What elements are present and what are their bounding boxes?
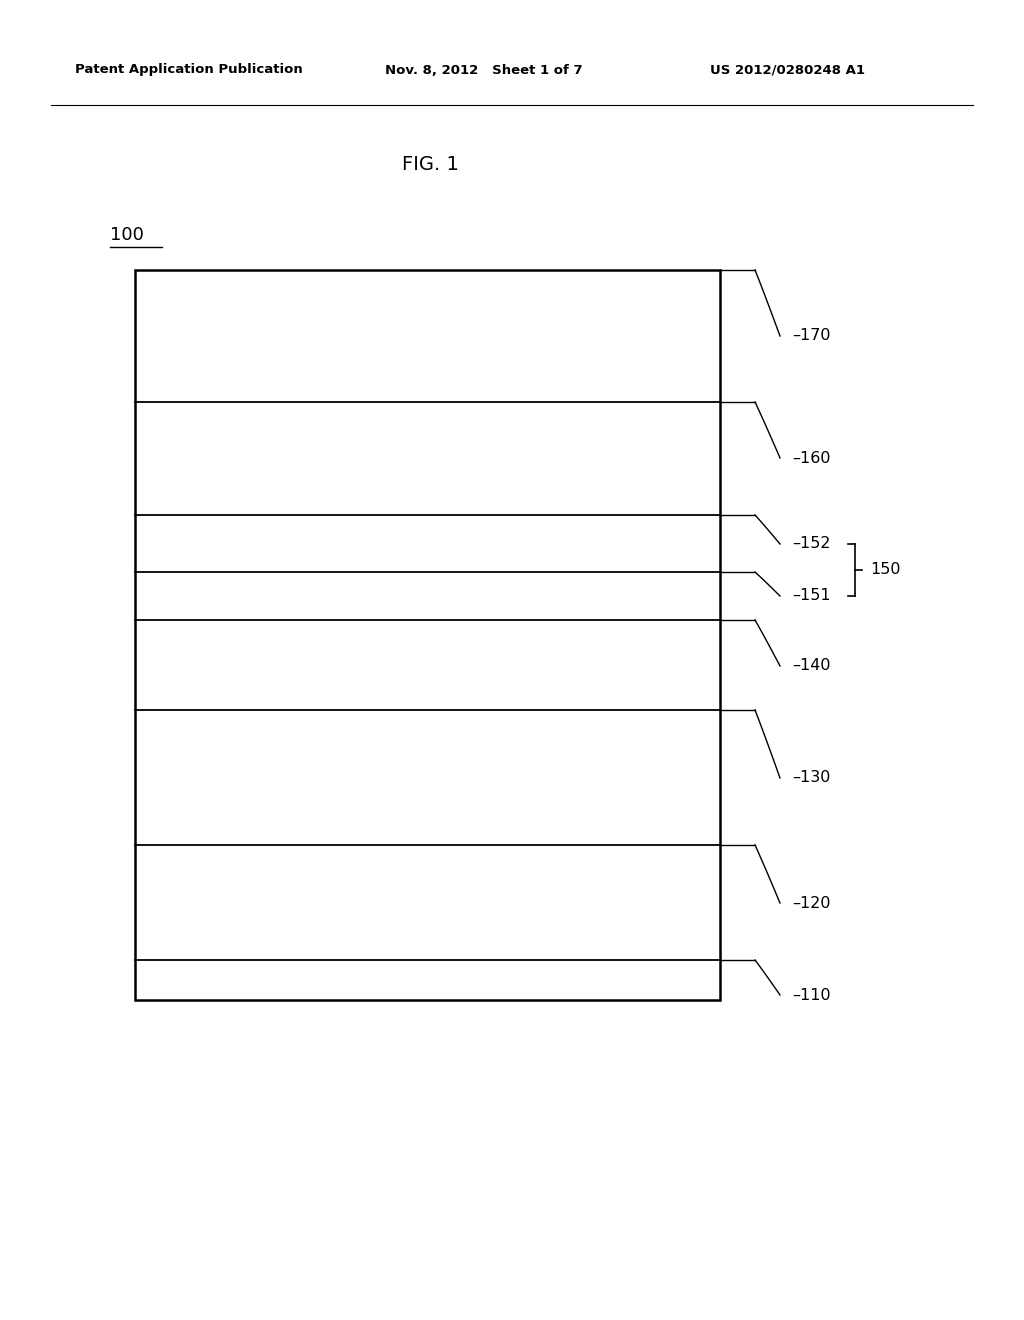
Text: 150: 150 xyxy=(870,562,900,578)
Text: 100: 100 xyxy=(110,226,144,244)
Text: –160: –160 xyxy=(792,450,830,466)
Text: –140: –140 xyxy=(792,659,830,673)
Bar xyxy=(135,271,720,1001)
Text: Nov. 8, 2012   Sheet 1 of 7: Nov. 8, 2012 Sheet 1 of 7 xyxy=(385,63,583,77)
Text: –110: –110 xyxy=(792,987,830,1002)
Text: FIG. 1: FIG. 1 xyxy=(401,156,459,174)
Text: –120: –120 xyxy=(792,895,830,911)
Text: Patent Application Publication: Patent Application Publication xyxy=(75,63,303,77)
Text: –130: –130 xyxy=(792,771,830,785)
Text: –170: –170 xyxy=(792,329,830,343)
Text: –151: –151 xyxy=(792,589,830,603)
Text: –152: –152 xyxy=(792,536,830,552)
Text: US 2012/0280248 A1: US 2012/0280248 A1 xyxy=(710,63,865,77)
